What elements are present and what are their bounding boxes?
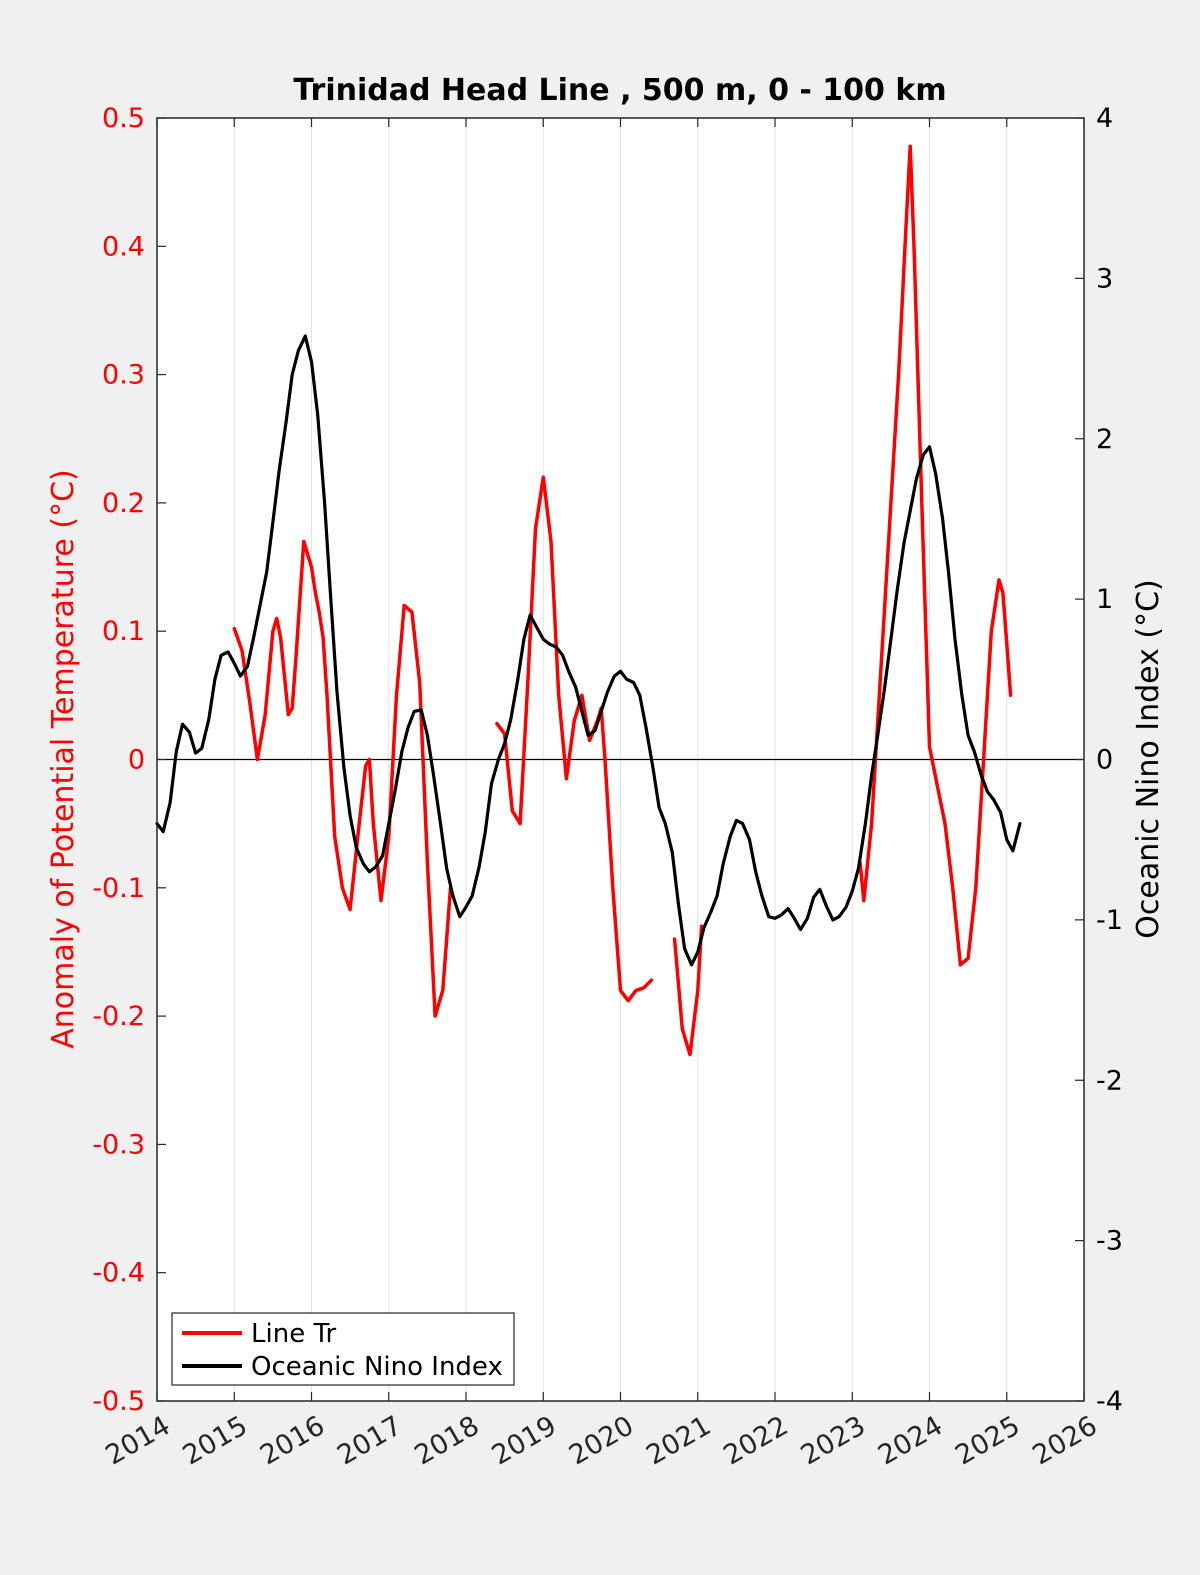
x-tick-label: 2018 xyxy=(409,1410,484,1471)
right-y-tick-label: 0 xyxy=(1096,745,1113,776)
series-line-line-tr xyxy=(495,475,654,1003)
x-tick-label: 2017 xyxy=(332,1410,407,1471)
x-tick-label: 2024 xyxy=(873,1410,948,1471)
x-tick-label: 2026 xyxy=(1027,1410,1102,1471)
left-y-tick-label: -0.5 xyxy=(92,1386,145,1417)
series-line-oceanic-nino-index xyxy=(155,334,1022,967)
right-y-axis-title: Oceanic Nino Index (°C) xyxy=(1131,579,1166,939)
x-tick-label: 2023 xyxy=(796,1410,871,1471)
left-y-tick-label: -0.4 xyxy=(92,1258,145,1289)
left-y-tick-label: 0.1 xyxy=(102,616,145,647)
right-y-tick-label: 2 xyxy=(1096,424,1113,455)
legend-box xyxy=(171,1312,515,1386)
right-y-tick-label: -3 xyxy=(1096,1226,1123,1257)
left-y-tick-label: 0.3 xyxy=(102,360,145,391)
x-tick-label: 2022 xyxy=(718,1410,793,1471)
left-y-tick-labels: -0.5 -0.4 -0.3 -0.2 -0.1 0 0.1 0.2 0.3 0.4 0.5 xyxy=(92,103,145,1417)
x-tick-label: 2021 xyxy=(641,1410,716,1471)
left-y-tick-label: -0.3 xyxy=(92,1129,145,1160)
x-tick-label: 2014 xyxy=(100,1410,175,1471)
legend-label-line-tr: Line Tr xyxy=(251,1319,337,1349)
left-y-tick-label: 0.4 xyxy=(102,231,145,262)
right-y-tick-label: -1 xyxy=(1096,905,1123,936)
series-line-line-tr xyxy=(672,924,704,1057)
legend: Line Tr Oceanic Nino Index xyxy=(171,1312,515,1386)
right-y-tick-label: -2 xyxy=(1096,1065,1123,1096)
chart-title: Trinidad Head Line , 500 m, 0 - 100 km xyxy=(293,73,946,108)
x-tick-label: 2020 xyxy=(564,1410,639,1471)
series-lines xyxy=(155,144,1022,1057)
left-y-tick-label: 0.5 xyxy=(102,103,145,134)
left-y-tick-label: -0.1 xyxy=(92,873,145,904)
x-tick-labels: 2014 2015 2016 2017 2018 2019 2020 2021 2022 2023… xyxy=(100,1410,1102,1471)
right-y-tick-label: 4 xyxy=(1096,103,1113,134)
x-tick-label: 2025 xyxy=(950,1410,1025,1471)
x-tick-label: 2019 xyxy=(487,1410,562,1471)
axis-ticks xyxy=(156,117,1085,1402)
left-y-axis-title: Anomaly of Potential Temperature (°C) xyxy=(46,469,81,1048)
left-y-tick-label: 0.2 xyxy=(102,488,145,519)
right-y-tick-label: 3 xyxy=(1096,263,1113,294)
x-tick-label: 2016 xyxy=(255,1410,330,1471)
legend-label-oceanic-nino-index: Oceanic Nino Index xyxy=(251,1352,503,1382)
left-y-tick-label: -0.2 xyxy=(92,1001,145,1032)
right-y-tick-label: 1 xyxy=(1096,584,1113,615)
right-y-tick-label: -4 xyxy=(1096,1386,1123,1417)
series-line-line-tr xyxy=(858,144,1013,967)
series-line-line-tr xyxy=(232,539,453,1018)
left-y-tick-label: 0 xyxy=(128,745,145,776)
right-y-tick-labels: -4 -3 -2 -1 0 1 2 3 4 xyxy=(1096,103,1123,1417)
x-tick-label: 2015 xyxy=(178,1410,253,1471)
